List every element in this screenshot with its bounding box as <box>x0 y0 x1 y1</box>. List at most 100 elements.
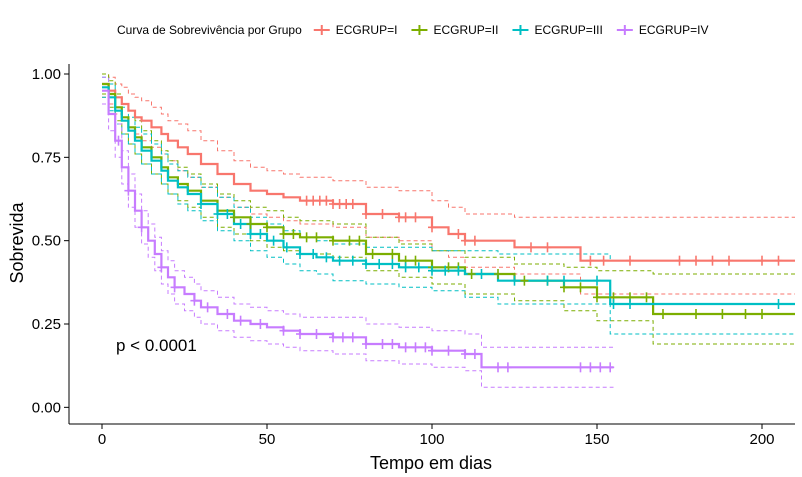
censor-mark-ecgrup-i <box>692 255 700 266</box>
censor-mark-ecgrup-iii <box>543 275 552 286</box>
censor-mark-ecgrup-iii <box>401 262 410 273</box>
axes: 0 50 100 150 200 0.00 0.25 0.50 0.75 1.00 <box>32 64 795 448</box>
y-tick-label: 0.00 <box>32 399 61 416</box>
censor-mark-ecgrup-iv <box>114 135 123 146</box>
censor-mark-ecgrup-iii <box>428 265 436 276</box>
ci-lower-ecgrup-ii <box>102 93 795 345</box>
censor-mark-ecgrup-i <box>454 229 463 239</box>
censor-mark-ecgrup-ii <box>576 282 585 293</box>
censor-mark-ecgrup-iv <box>494 362 502 373</box>
legend-item-ecgrup-iii: ECGRUP=III <box>512 23 603 37</box>
censor-mark-ecgrup-ii <box>368 249 377 259</box>
censor-mark-ecgrup-iv <box>312 329 321 339</box>
censor-mark-ecgrup-iii <box>335 255 344 266</box>
censor-mark-ecgrup-iv <box>362 339 370 349</box>
legend-label: ECGRUP=III <box>534 23 602 37</box>
censor-mark-ecgrup-iii <box>510 275 519 286</box>
censor-mark-ecgrup-i <box>362 209 370 219</box>
censor-mark-ecgrup-iii <box>282 242 291 253</box>
censor-mark-ecgrup-iii <box>256 229 265 239</box>
censor-mark-ecgrup-iii <box>441 265 450 276</box>
censor-mark-ecgrup-iv <box>137 222 146 233</box>
censor-mark-ecgrup-iv <box>124 185 133 196</box>
censor-mark-ecgrup-iv <box>470 349 479 359</box>
censor-mark-ecgrup-iii <box>774 299 783 309</box>
censor-mark-ecgrup-ii <box>692 309 700 319</box>
censor-mark-ecgrup-ii <box>642 292 651 303</box>
censor-mark-ecgrup-iv <box>576 362 585 373</box>
censor-mark-ecgrup-i <box>599 255 608 266</box>
ci-lower-ecgrup-iii <box>102 96 795 335</box>
censor-mark-ecgrup-iv <box>461 349 469 359</box>
y-tick-label: 0.50 <box>32 233 61 250</box>
survival-curve-ecgrup-i <box>102 82 795 262</box>
legend-label: ECGRUP=I <box>336 23 398 37</box>
ci-upper-ecgrup-i <box>102 73 795 218</box>
survival-curve-ecgrup-iv <box>102 89 614 369</box>
censor-mark-ecgrup-ii <box>289 229 298 239</box>
censor-mark-ecgrup-iii <box>414 262 423 273</box>
censor-mark-ecgrup-i <box>543 242 552 253</box>
censor-mark-ecgrup-iii <box>388 259 397 269</box>
y-axis-title: Sobrevida <box>7 201 27 283</box>
censor-mark-ecgrup-iii <box>362 259 370 269</box>
censor-mark-ecgrup-i <box>626 255 634 266</box>
censor-mark-ecgrup-iii <box>296 249 304 259</box>
y-tick-label: 0.75 <box>32 149 61 166</box>
confidence-bands <box>102 73 795 388</box>
censor-mark-ecgrup-iii <box>269 235 278 246</box>
censor-mark-ecgrup-ii <box>718 309 727 319</box>
censor-mark-ecgrup-iv <box>170 282 179 293</box>
censor-mark-ecgrup-i <box>378 209 387 219</box>
censor-mark-ecgrup-iv <box>236 315 245 326</box>
censor-mark-ecgrup-iv <box>348 332 357 343</box>
censor-mark-ecgrup-ii <box>355 235 364 246</box>
censor-mark-ecgrup-iv <box>606 362 615 373</box>
censor-mark-ecgrup-iv <box>586 362 595 373</box>
censor-mark-ecgrup-iii <box>348 255 357 266</box>
legend-title: Curva de Sobrevivência por Grupo <box>117 23 302 37</box>
censor-mark-ecgrup-iv <box>421 342 430 353</box>
censor-mark-ecgrup-ii <box>388 249 397 259</box>
censor-mark-ecgrup-iv <box>256 319 265 329</box>
x-tick-label: 50 <box>259 431 276 448</box>
p-value-annotation: p < 0.0001 <box>116 336 197 355</box>
censor-mark-ecgrup-iii <box>454 265 463 276</box>
censor-mark-ecgrup-iv <box>596 362 605 373</box>
censor-mark-ecgrup-iii <box>477 269 486 279</box>
censor-mark-ecgrup-iii <box>223 209 232 219</box>
survival-curves <box>102 82 795 369</box>
censor-mark-ecgrup-ii <box>593 292 601 303</box>
censor-mark-ecgrup-i <box>461 235 469 246</box>
censor-mark-ecgrup-i <box>322 195 331 206</box>
censor-mark-ecgrup-iii <box>626 299 634 309</box>
censor-mark-ecgrup-iii <box>309 249 318 259</box>
legend-item-ecgrup-i: ECGRUP=I <box>313 23 398 37</box>
legend: Curva de Sobrevivência por Grupo ECGRUP=… <box>117 23 709 37</box>
censor-mark-ecgrup-iv <box>279 325 288 336</box>
censor-mark-ecgrup-iv <box>401 342 410 353</box>
censor-mark-ecgrup-iii <box>213 209 222 219</box>
ci-upper-ecgrup-ii <box>102 73 795 275</box>
censor-mark-ecgrup-iii <box>322 252 331 263</box>
censor-mark-ecgrup-i <box>527 242 535 253</box>
y-tick-label: 0.25 <box>32 316 61 333</box>
legend-label: ECGRUP=II <box>433 23 498 37</box>
censor-mark-ecgrup-i <box>758 255 766 266</box>
censor-mark-ecgrup-iv <box>329 332 337 343</box>
x-tick-label: 150 <box>584 431 609 448</box>
y-tick-label: 1.00 <box>32 66 61 83</box>
censor-mark-ecgrup-iii <box>375 259 384 269</box>
censor-mark-ecgrup-ii <box>758 309 766 319</box>
censor-mark-ecgrup-iv <box>428 345 436 356</box>
censor-mark-ecgrup-ii <box>659 309 667 319</box>
censor-mark-ecgrup-iii <box>197 199 205 209</box>
legend-item-ecgrup-iv: ECGRUP=IV <box>616 23 709 37</box>
censor-mark-ecgrup-i <box>411 212 420 223</box>
censor-marks <box>114 135 783 373</box>
censor-mark-ecgrup-i <box>401 212 410 223</box>
censor-mark-ecgrup-i <box>675 255 684 266</box>
censor-mark-ecgrup-i <box>586 255 595 266</box>
censor-mark-ecgrup-iii <box>560 275 568 286</box>
